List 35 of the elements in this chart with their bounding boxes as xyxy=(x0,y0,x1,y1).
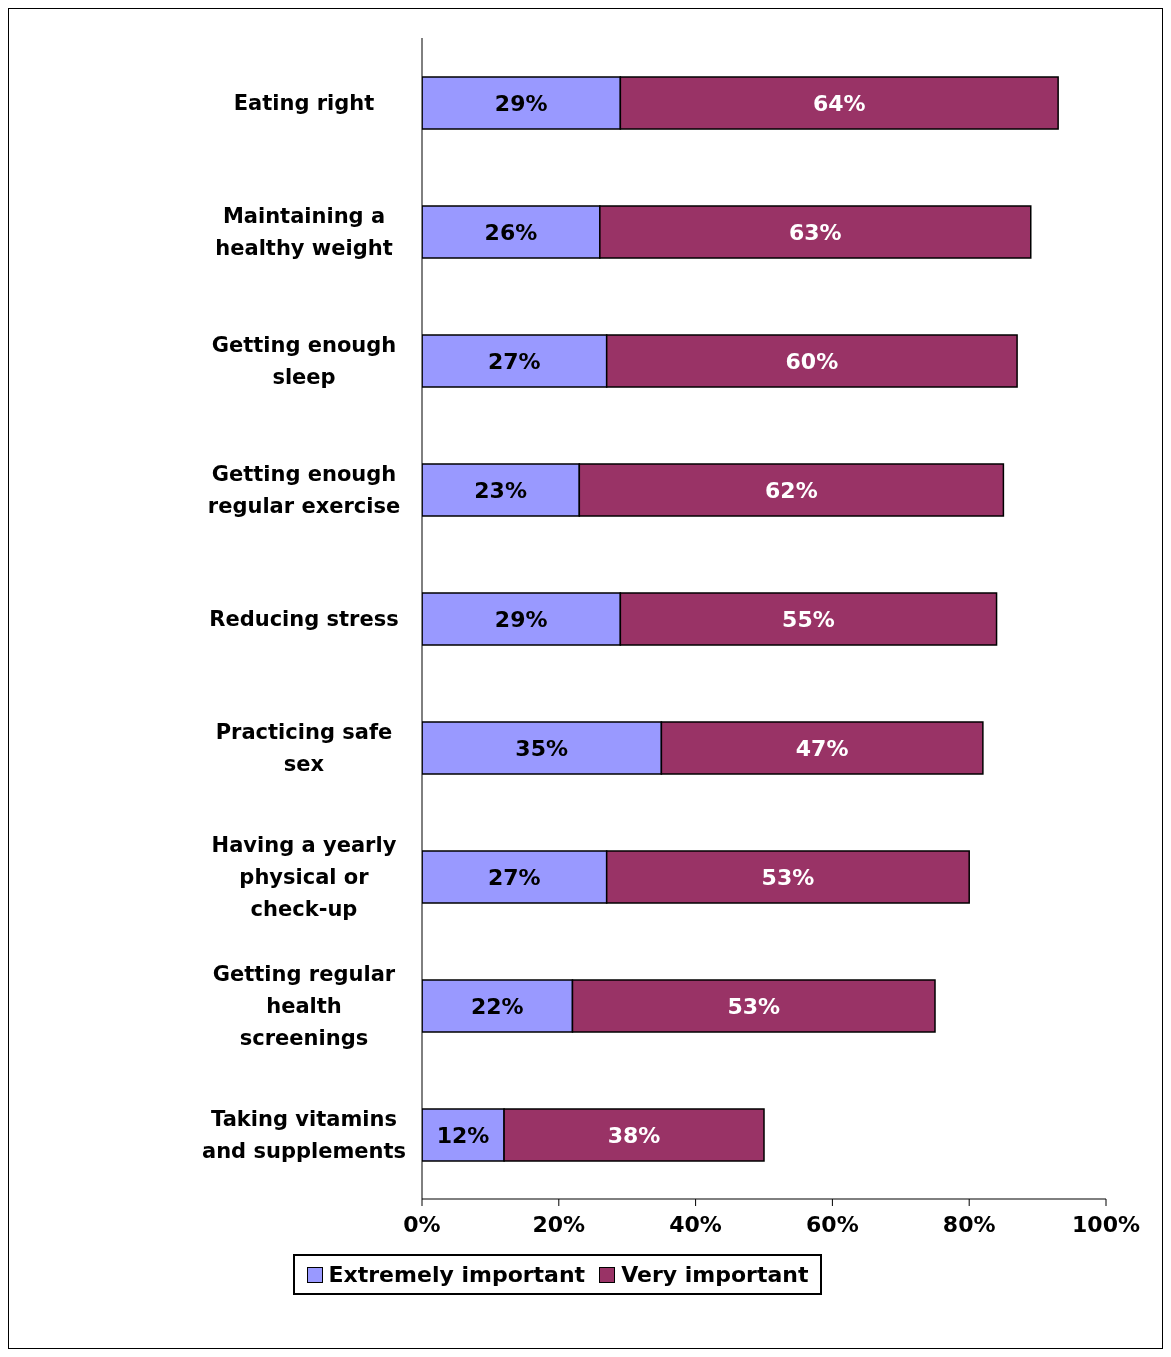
x-tick-label: 60% xyxy=(806,1211,859,1237)
data-label: 29% xyxy=(494,606,548,632)
data-label: 12% xyxy=(436,1122,490,1148)
x-tick-label: 100% xyxy=(1072,1211,1140,1237)
data-label: 63% xyxy=(788,219,842,245)
data-label: 55% xyxy=(782,606,835,632)
y-tick-label: Getting enough regular exercise xyxy=(207,461,401,518)
data-label: 35% xyxy=(515,735,569,761)
data-label: 23% xyxy=(474,477,527,503)
y-tick-label: Eating right xyxy=(233,90,375,115)
data-label: 64% xyxy=(812,90,866,116)
data-label: 60% xyxy=(785,348,839,374)
y-tick-label: Taking vitamins and supplements xyxy=(201,1106,407,1163)
data-label: 53% xyxy=(727,993,781,1019)
y-tick-label: Reducing stress xyxy=(209,606,399,631)
x-tick-label: 80% xyxy=(942,1211,996,1237)
data-label: 62% xyxy=(765,477,818,503)
x-tick-label: 40% xyxy=(669,1211,722,1237)
y-tick-label: Having a yearly physical or check-up xyxy=(211,832,397,921)
y-tick-label: Maintaining a healthy weight xyxy=(215,203,393,260)
data-label: 27% xyxy=(488,348,541,374)
data-label: 26% xyxy=(484,219,538,245)
legend-label: Extremely important xyxy=(327,1262,586,1287)
data-label: 22% xyxy=(470,993,524,1019)
y-tick-label: Getting regular health screenings xyxy=(212,961,396,1050)
y-tick-label: Practicing safe sex xyxy=(215,719,393,776)
x-tick-label: 20% xyxy=(532,1211,586,1237)
data-label: 47% xyxy=(795,735,849,761)
data-label: 53% xyxy=(761,864,815,890)
data-label: 38% xyxy=(607,1122,661,1148)
data-label: 29% xyxy=(494,90,548,116)
x-tick-label: 0% xyxy=(403,1211,441,1237)
y-tick-label: Getting enough sleep xyxy=(211,332,397,389)
legend-label: Very important xyxy=(620,1262,809,1287)
data-label: 27% xyxy=(488,864,541,890)
